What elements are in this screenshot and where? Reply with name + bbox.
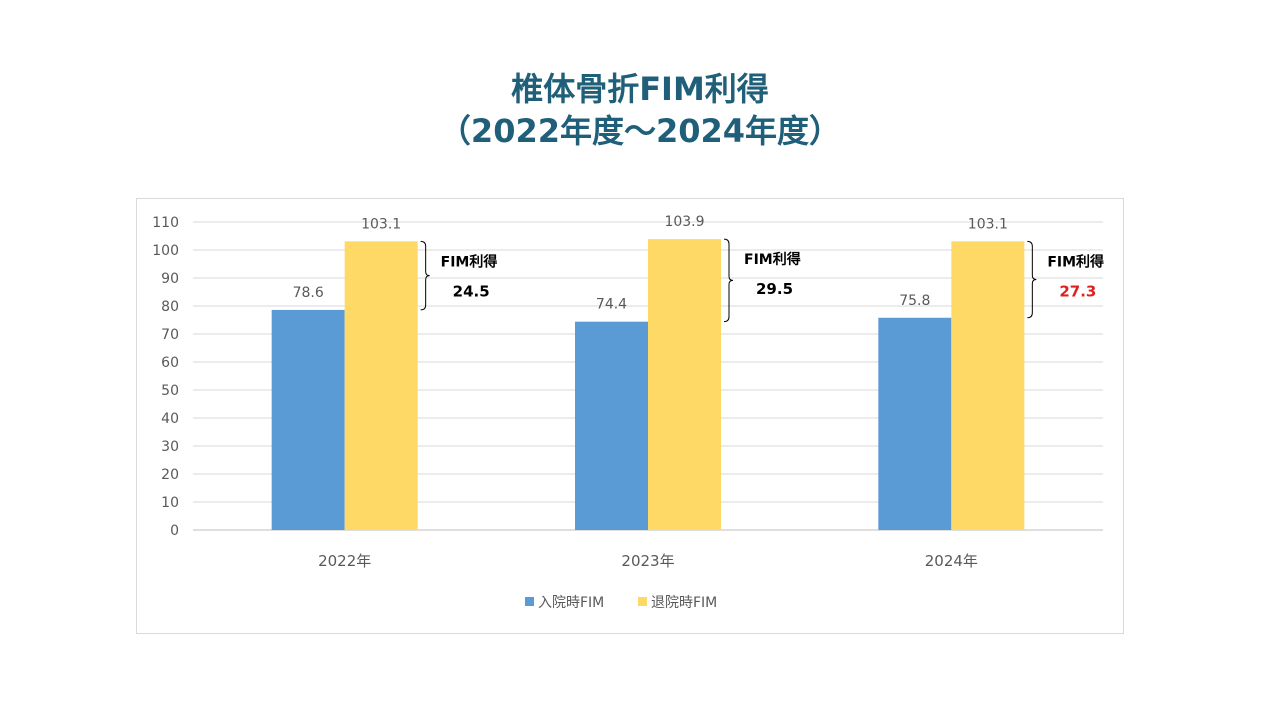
legend-label: 入院時FIM — [538, 595, 604, 611]
x-tick-label: 2024年 — [925, 552, 978, 570]
x-tick-label: 2022年 — [318, 552, 371, 570]
legend-swatch — [638, 597, 647, 606]
data-label: 78.6 — [293, 285, 324, 301]
bar-chart: 0 10 20 30 40 50 60 70 80 90 100 110 2022年 78.6 103.1 F… — [152, 214, 1104, 611]
gain-value: 29.5 — [756, 280, 793, 298]
gain-label: FIM利得 — [744, 251, 801, 268]
gain-bracket — [1027, 240, 1037, 319]
y-tick-label: 100 — [152, 243, 179, 259]
page-title: 椎体骨折FIM利得 （2022年度～2024年度） — [0, 68, 1280, 152]
data-label: 75.8 — [899, 293, 930, 309]
title-line-2: （2022年度～2024年度） — [438, 112, 842, 150]
gain-label: FIM利得 — [1047, 253, 1104, 270]
y-tick-label: 50 — [161, 383, 179, 399]
y-tick-label: 0 — [170, 523, 179, 539]
y-tick-label: 30 — [161, 439, 179, 455]
title-line-1: 椎体骨折FIM利得 — [511, 70, 769, 108]
y-tick-label: 90 — [161, 271, 179, 287]
bar-discharge — [951, 241, 1025, 530]
bar-admission — [878, 317, 952, 530]
data-label: 103.9 — [664, 214, 704, 230]
y-tick-label: 60 — [161, 355, 179, 371]
chart-frame: 0 10 20 30 40 50 60 70 80 90 100 110 2022年 78.6 103.1 F… — [136, 198, 1124, 634]
legend-label: 退院時FIM — [651, 595, 717, 611]
y-tick-label: 110 — [152, 215, 179, 231]
bar-discharge — [344, 241, 418, 530]
y-tick-label: 20 — [161, 467, 179, 483]
gain-bracket — [723, 238, 734, 323]
bar-admission — [271, 309, 345, 530]
y-tick-label: 70 — [161, 327, 179, 343]
gain-value: 24.5 — [453, 282, 490, 300]
y-tick-label: 10 — [161, 495, 179, 511]
y-tick-label: 40 — [161, 411, 179, 427]
gain-bracket — [420, 240, 430, 311]
bar-admission — [575, 321, 648, 530]
y-tick-label: 80 — [161, 299, 179, 315]
data-label: 103.1 — [361, 216, 401, 232]
bar-discharge — [648, 239, 721, 530]
x-tick-label: 2023年 — [621, 552, 674, 570]
legend-swatch — [525, 597, 534, 606]
data-label: 74.4 — [596, 297, 627, 313]
gain-value: 27.3 — [1059, 282, 1096, 300]
data-label: 103.1 — [968, 216, 1008, 232]
gain-label: FIM利得 — [441, 253, 498, 270]
